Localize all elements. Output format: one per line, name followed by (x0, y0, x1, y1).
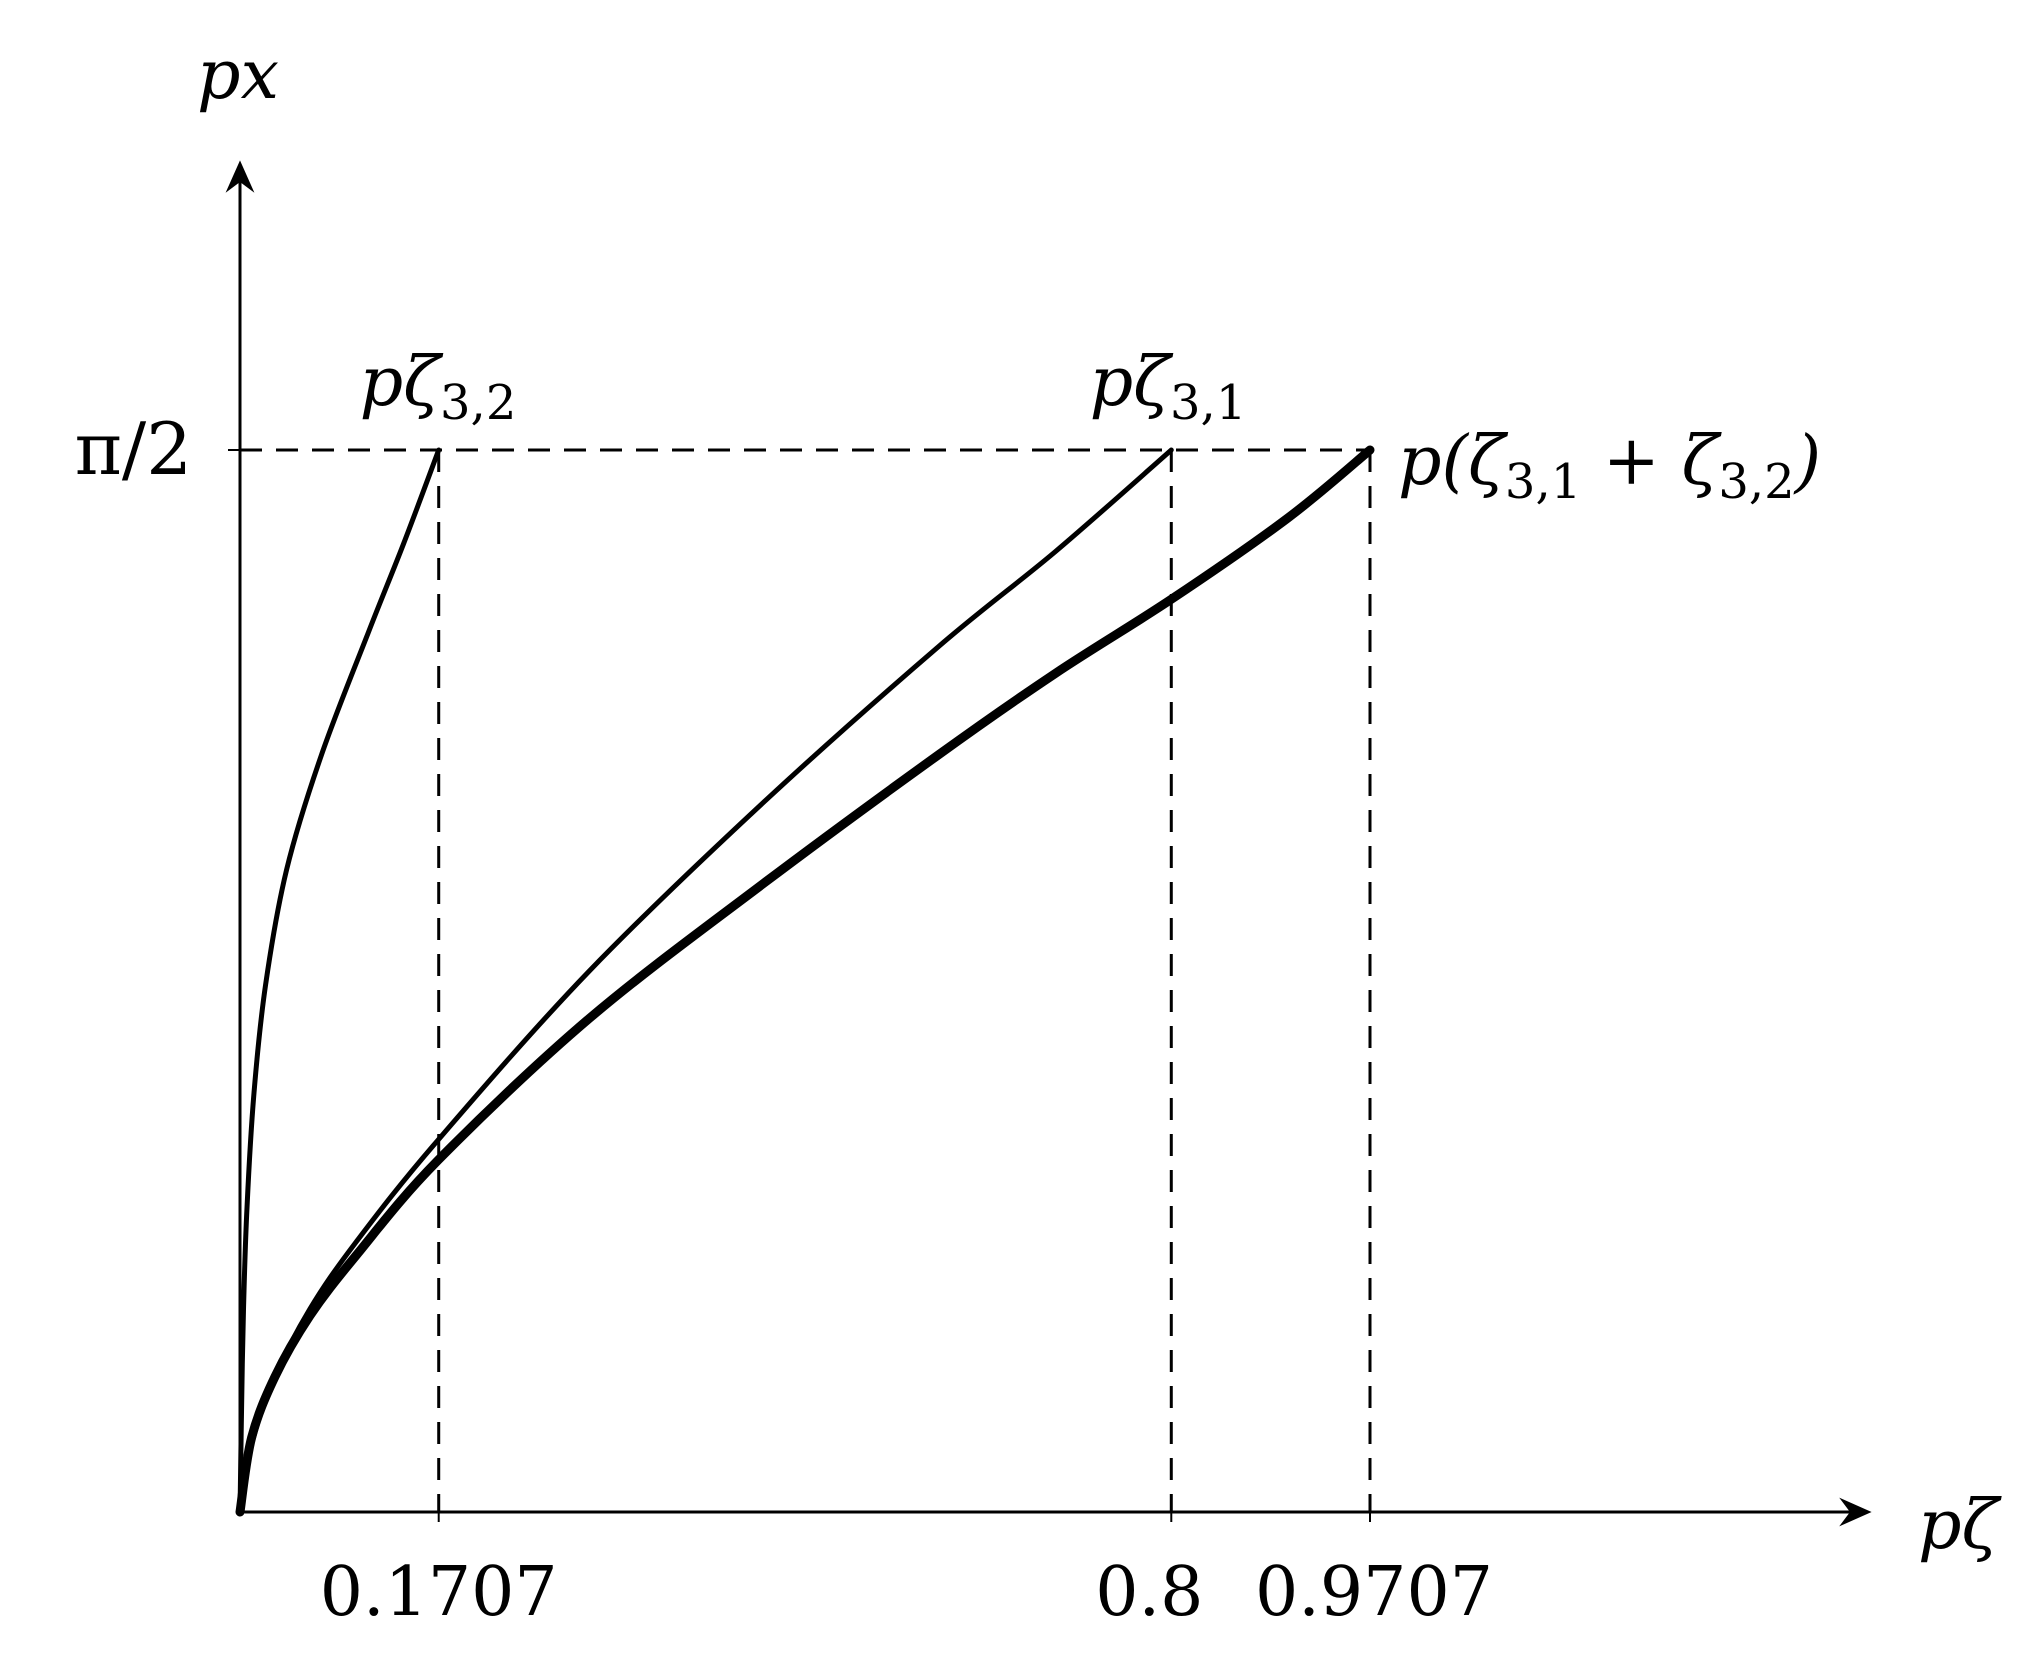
x-tick-label-0: 0.1707 (320, 1553, 558, 1632)
label-zeta-3-1: pζ3,1 (1090, 343, 1247, 431)
series-curves (235, 445, 1375, 1517)
x-tick-label-2: 0.9707 (1255, 1553, 1493, 1632)
y-tick-label-0: π/2 (75, 407, 192, 491)
x-tick-label-1: 0.8 (1095, 1553, 1203, 1632)
y-axis-label: px (197, 36, 279, 115)
label-zeta-sum: p(ζ3,1 + ζ3,2) (1398, 422, 1821, 510)
series-curve-0 (237, 447, 442, 1515)
series-curve-2 (235, 445, 1375, 1517)
dashed-guide-lines (240, 448, 1372, 1512)
label-zeta-3-2: pζ3,2 (360, 343, 517, 431)
x-axis-label: pζ (1918, 1486, 2003, 1565)
tick-marks: 0.1707 0.8 0.9707 π/2 (75, 407, 1493, 1632)
